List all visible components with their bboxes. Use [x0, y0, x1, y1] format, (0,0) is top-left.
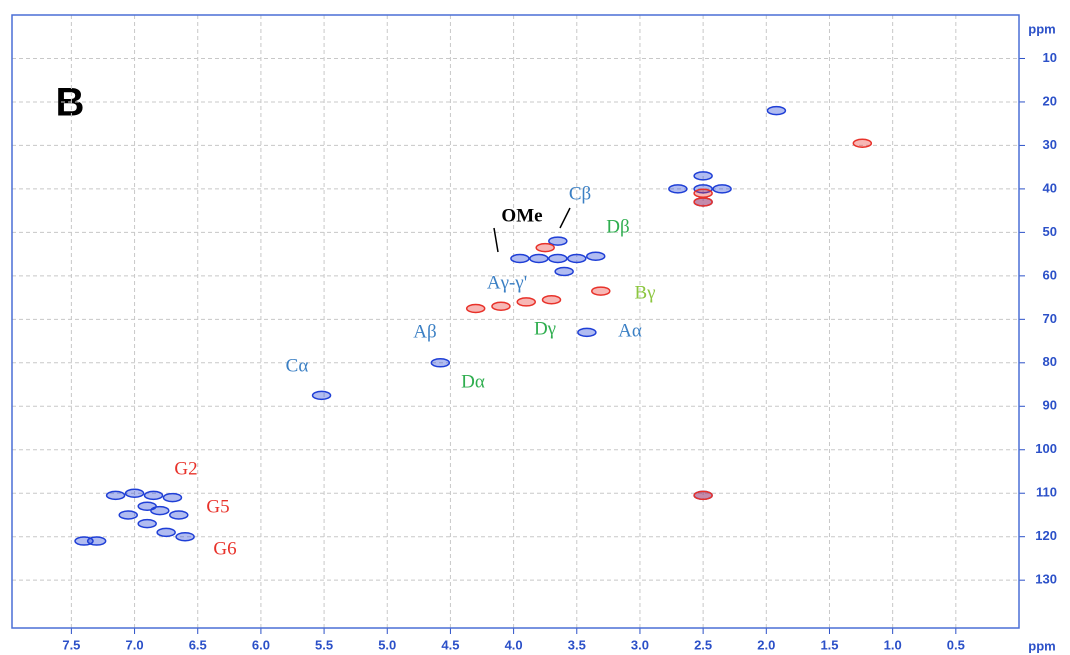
- y-tick-label: 100: [1035, 441, 1057, 456]
- x-tick-label: 5.0: [378, 637, 396, 652]
- x-tick-label: 6.5: [189, 637, 207, 652]
- peak: [86, 536, 107, 546]
- peak: [852, 138, 873, 149]
- annotation: Cα: [286, 355, 309, 376]
- annotation: Dβ: [606, 216, 629, 237]
- annotation: Dγ: [534, 318, 556, 339]
- peak: [585, 251, 606, 262]
- y-tick-label: 60: [1043, 267, 1057, 282]
- x-tick-label: 3.5: [568, 637, 586, 652]
- annotation: G6: [213, 538, 236, 559]
- y-tick-label: 80: [1043, 354, 1057, 369]
- peak: [137, 518, 157, 529]
- peak: [577, 327, 597, 338]
- x-tick-label: 4.0: [505, 637, 523, 652]
- y-tick-label: 50: [1043, 224, 1057, 239]
- peak: [541, 295, 562, 305]
- x-tick-label: 7.0: [126, 637, 144, 652]
- peak: [311, 390, 332, 401]
- x-tick-label: 6.0: [252, 637, 270, 652]
- peak: [693, 188, 713, 198]
- annotation: Aγ-γ': [487, 272, 527, 293]
- peak: [529, 253, 549, 264]
- annotation: Cβ: [569, 183, 591, 204]
- annotation: G2: [174, 458, 197, 479]
- peak: [693, 171, 713, 181]
- y-tick-label: 120: [1035, 528, 1057, 543]
- x-tick-label: 1.0: [884, 637, 902, 652]
- peak: [712, 184, 732, 194]
- peak: [150, 505, 170, 516]
- peak: [567, 253, 587, 264]
- annotation: OMe: [501, 205, 542, 226]
- x-tick-label: 2.5: [694, 637, 712, 652]
- y-tick-label: 40: [1043, 180, 1057, 195]
- peak: [169, 510, 189, 520]
- peak: [554, 266, 574, 277]
- peak: [430, 358, 451, 368]
- annotation: G5: [206, 496, 229, 517]
- peak: [118, 510, 138, 520]
- peak: [693, 490, 713, 501]
- peak: [465, 303, 486, 314]
- peak: [162, 492, 183, 503]
- peak: [668, 184, 688, 194]
- peak: [124, 488, 145, 498]
- annotation: Aα: [618, 320, 642, 341]
- x-tick-label: 7.5: [62, 637, 80, 652]
- y-tick-label: 70: [1043, 311, 1057, 326]
- peak: [591, 286, 611, 296]
- x-tick-label: 5.5: [315, 637, 333, 652]
- plot-frame: [11, 14, 1020, 629]
- peak: [156, 527, 176, 538]
- x-axis-label: ppm: [1028, 638, 1055, 653]
- annotation: Aβ: [413, 321, 436, 342]
- annotation: Dα: [461, 371, 485, 392]
- x-tick-label: 2.0: [757, 637, 775, 652]
- y-axis-label: ppm: [1028, 21, 1055, 36]
- y-tick-label: 20: [1043, 93, 1057, 108]
- peak: [766, 105, 787, 116]
- leader-line: [559, 207, 571, 229]
- peak: [548, 253, 568, 264]
- peak: [510, 253, 530, 264]
- leader-line: [493, 227, 499, 253]
- peak: [535, 242, 555, 253]
- y-tick-label: 110: [1036, 485, 1057, 500]
- x-tick-label: 1.5: [820, 637, 838, 652]
- peak: [105, 490, 126, 501]
- peak: [693, 197, 713, 207]
- peak: [516, 297, 536, 307]
- x-tick-label: 3.0: [631, 637, 649, 652]
- peak: [491, 301, 511, 312]
- peak: [143, 490, 164, 501]
- annotation: Bγ: [634, 282, 655, 303]
- peaks: [74, 105, 873, 546]
- x-tick-label: 4.5: [441, 637, 459, 652]
- panel-label: B: [56, 81, 85, 125]
- y-tick-label: 90: [1043, 398, 1057, 413]
- x-tick-label: 0.5: [947, 637, 965, 652]
- y-tick-label: 30: [1043, 137, 1057, 152]
- y-tick-label: 130: [1035, 572, 1057, 587]
- y-tick-label: 10: [1043, 50, 1057, 65]
- peak: [175, 531, 195, 542]
- peak: [548, 236, 568, 246]
